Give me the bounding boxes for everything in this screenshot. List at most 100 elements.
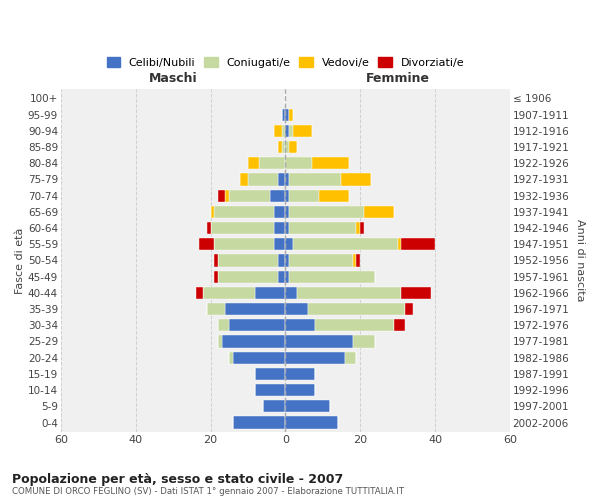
Bar (248, 174, 278, 186)
Bar (286, 222, 289, 234)
Bar (281, 125, 286, 137)
Bar (311, 157, 349, 170)
Bar (218, 254, 278, 266)
Bar (233, 416, 286, 428)
Bar (286, 368, 316, 380)
Bar (353, 254, 356, 266)
Bar (211, 206, 214, 218)
Text: COMUNE DI ORCO FEGLINO (SV) - Dati ISTAT 1° gennaio 2007 - Elaborazione TUTTITAL: COMUNE DI ORCO FEGLINO (SV) - Dati ISTAT… (12, 488, 404, 496)
Bar (286, 157, 311, 170)
Bar (345, 352, 356, 364)
Bar (401, 287, 431, 299)
Bar (278, 141, 281, 153)
Bar (364, 206, 394, 218)
Bar (405, 303, 413, 315)
Bar (263, 400, 286, 412)
Bar (296, 287, 401, 299)
Bar (214, 254, 218, 266)
Bar (289, 206, 364, 218)
Bar (286, 303, 308, 315)
Bar (233, 352, 286, 364)
Bar (289, 174, 341, 186)
Bar (274, 222, 286, 234)
Bar (289, 141, 296, 153)
Bar (199, 238, 214, 250)
Bar (203, 287, 256, 299)
Bar (214, 270, 218, 282)
Legend: Celibi/Nubili, Coniugati/e, Vedovi/e, Divorziati/e: Celibi/Nubili, Coniugati/e, Vedovi/e, Di… (104, 55, 466, 70)
Bar (341, 174, 371, 186)
Bar (281, 141, 286, 153)
Bar (226, 303, 286, 315)
Bar (274, 238, 286, 250)
Bar (308, 303, 405, 315)
Bar (289, 254, 353, 266)
Bar (356, 222, 360, 234)
Y-axis label: Fasce di età: Fasce di età (15, 228, 25, 294)
Bar (286, 238, 293, 250)
Bar (229, 319, 286, 332)
Bar (218, 190, 226, 202)
Bar (259, 157, 286, 170)
Bar (356, 254, 360, 266)
Bar (278, 174, 286, 186)
Bar (401, 238, 435, 250)
Bar (286, 125, 289, 137)
Bar (248, 157, 259, 170)
Bar (281, 108, 286, 120)
Bar (218, 270, 278, 282)
Bar (196, 287, 203, 299)
Bar (286, 206, 289, 218)
Text: Femmine: Femmine (365, 72, 430, 86)
Text: Popolazione per età, sesso e stato civile - 2007: Popolazione per età, sesso e stato civil… (12, 472, 343, 486)
Bar (398, 238, 401, 250)
Bar (289, 270, 375, 282)
Text: Maschi: Maschi (149, 72, 197, 86)
Bar (222, 336, 286, 347)
Bar (278, 254, 286, 266)
Bar (226, 190, 229, 202)
Bar (394, 319, 405, 332)
Bar (360, 222, 364, 234)
Bar (274, 206, 286, 218)
Bar (293, 238, 398, 250)
Bar (289, 222, 356, 234)
Bar (289, 108, 293, 120)
Bar (229, 190, 271, 202)
Y-axis label: Anni di nascita: Anni di nascita (575, 219, 585, 302)
Bar (218, 336, 222, 347)
Bar (286, 108, 289, 120)
Bar (293, 125, 311, 137)
Bar (289, 190, 319, 202)
Bar (286, 190, 289, 202)
Bar (286, 384, 316, 396)
Bar (256, 384, 286, 396)
Bar (229, 352, 233, 364)
Bar (214, 238, 274, 250)
Bar (286, 319, 316, 332)
Bar (316, 319, 394, 332)
Bar (286, 336, 353, 347)
Bar (256, 368, 286, 380)
Bar (214, 206, 274, 218)
Bar (286, 352, 345, 364)
Bar (211, 222, 274, 234)
Bar (286, 174, 289, 186)
Bar (286, 416, 338, 428)
Bar (319, 190, 349, 202)
Bar (271, 190, 286, 202)
Bar (207, 303, 226, 315)
Bar (286, 400, 330, 412)
Bar (286, 287, 296, 299)
Bar (286, 254, 289, 266)
Bar (286, 270, 289, 282)
Bar (278, 270, 286, 282)
Bar (218, 319, 229, 332)
Bar (274, 125, 281, 137)
Bar (256, 287, 286, 299)
Bar (289, 125, 293, 137)
Bar (353, 336, 375, 347)
Bar (241, 174, 248, 186)
Bar (286, 141, 289, 153)
Bar (207, 222, 211, 234)
